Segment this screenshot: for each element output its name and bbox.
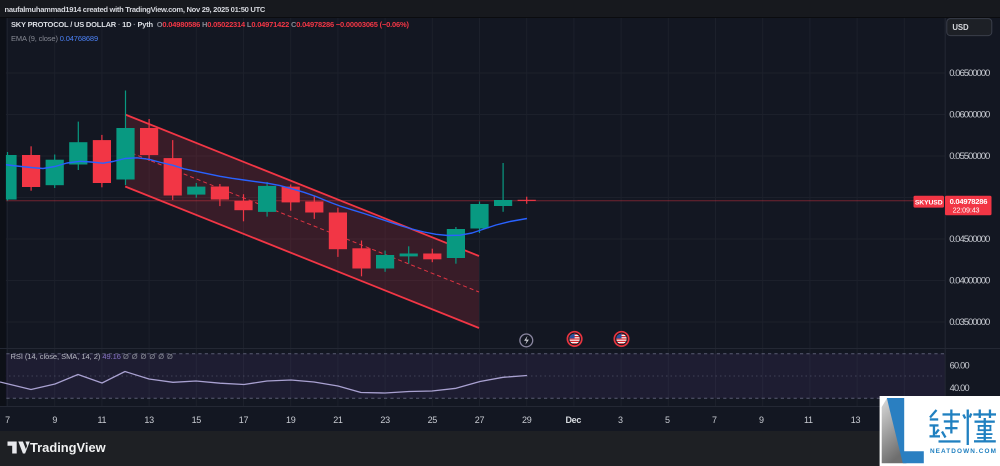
svg-text:5: 5 <box>665 415 670 425</box>
svg-text:13: 13 <box>851 415 861 425</box>
svg-text:9: 9 <box>52 415 57 425</box>
svg-text:29: 29 <box>522 415 532 425</box>
svg-text:40.00: 40.00 <box>950 383 970 393</box>
svg-text:25: 25 <box>428 415 438 425</box>
svg-text:SKYUSD: SKYUSD <box>915 199 943 206</box>
svg-text:9: 9 <box>759 415 764 425</box>
svg-text:11: 11 <box>804 415 813 425</box>
svg-text:27: 27 <box>475 415 485 425</box>
svg-text:0.06000000: 0.06000000 <box>949 110 990 121</box>
svg-text:7: 7 <box>712 415 717 425</box>
svg-text:0.04000000: 0.04000000 <box>949 276 990 287</box>
svg-text:0.04500000: 0.04500000 <box>949 234 990 245</box>
svg-text:22:09:43: 22:09:43 <box>953 206 980 215</box>
svg-text:0.06500000: 0.06500000 <box>949 68 990 79</box>
svg-text:15: 15 <box>192 415 202 425</box>
svg-text:0.05500000: 0.05500000 <box>949 151 990 162</box>
svg-text:21: 21 <box>333 415 343 425</box>
svg-text:USD: USD <box>952 23 969 32</box>
svg-text:3: 3 <box>618 415 623 425</box>
svg-text:7: 7 <box>5 415 10 425</box>
svg-text:TradingView: TradingView <box>30 440 107 455</box>
svg-text:Dec: Dec <box>565 415 581 425</box>
svg-text:13: 13 <box>144 415 154 425</box>
svg-text:11: 11 <box>98 415 107 425</box>
svg-text:19: 19 <box>286 415 296 425</box>
svg-text:0.03500000: 0.03500000 <box>949 317 990 328</box>
svg-text:17: 17 <box>239 415 249 425</box>
svg-text:60.00: 60.00 <box>950 360 970 370</box>
svg-text:23: 23 <box>380 415 390 425</box>
svg-text:NEATDOWN.COM: NEATDOWN.COM <box>930 448 997 455</box>
svg-text:0.04978286: 0.04978286 <box>950 197 988 206</box>
